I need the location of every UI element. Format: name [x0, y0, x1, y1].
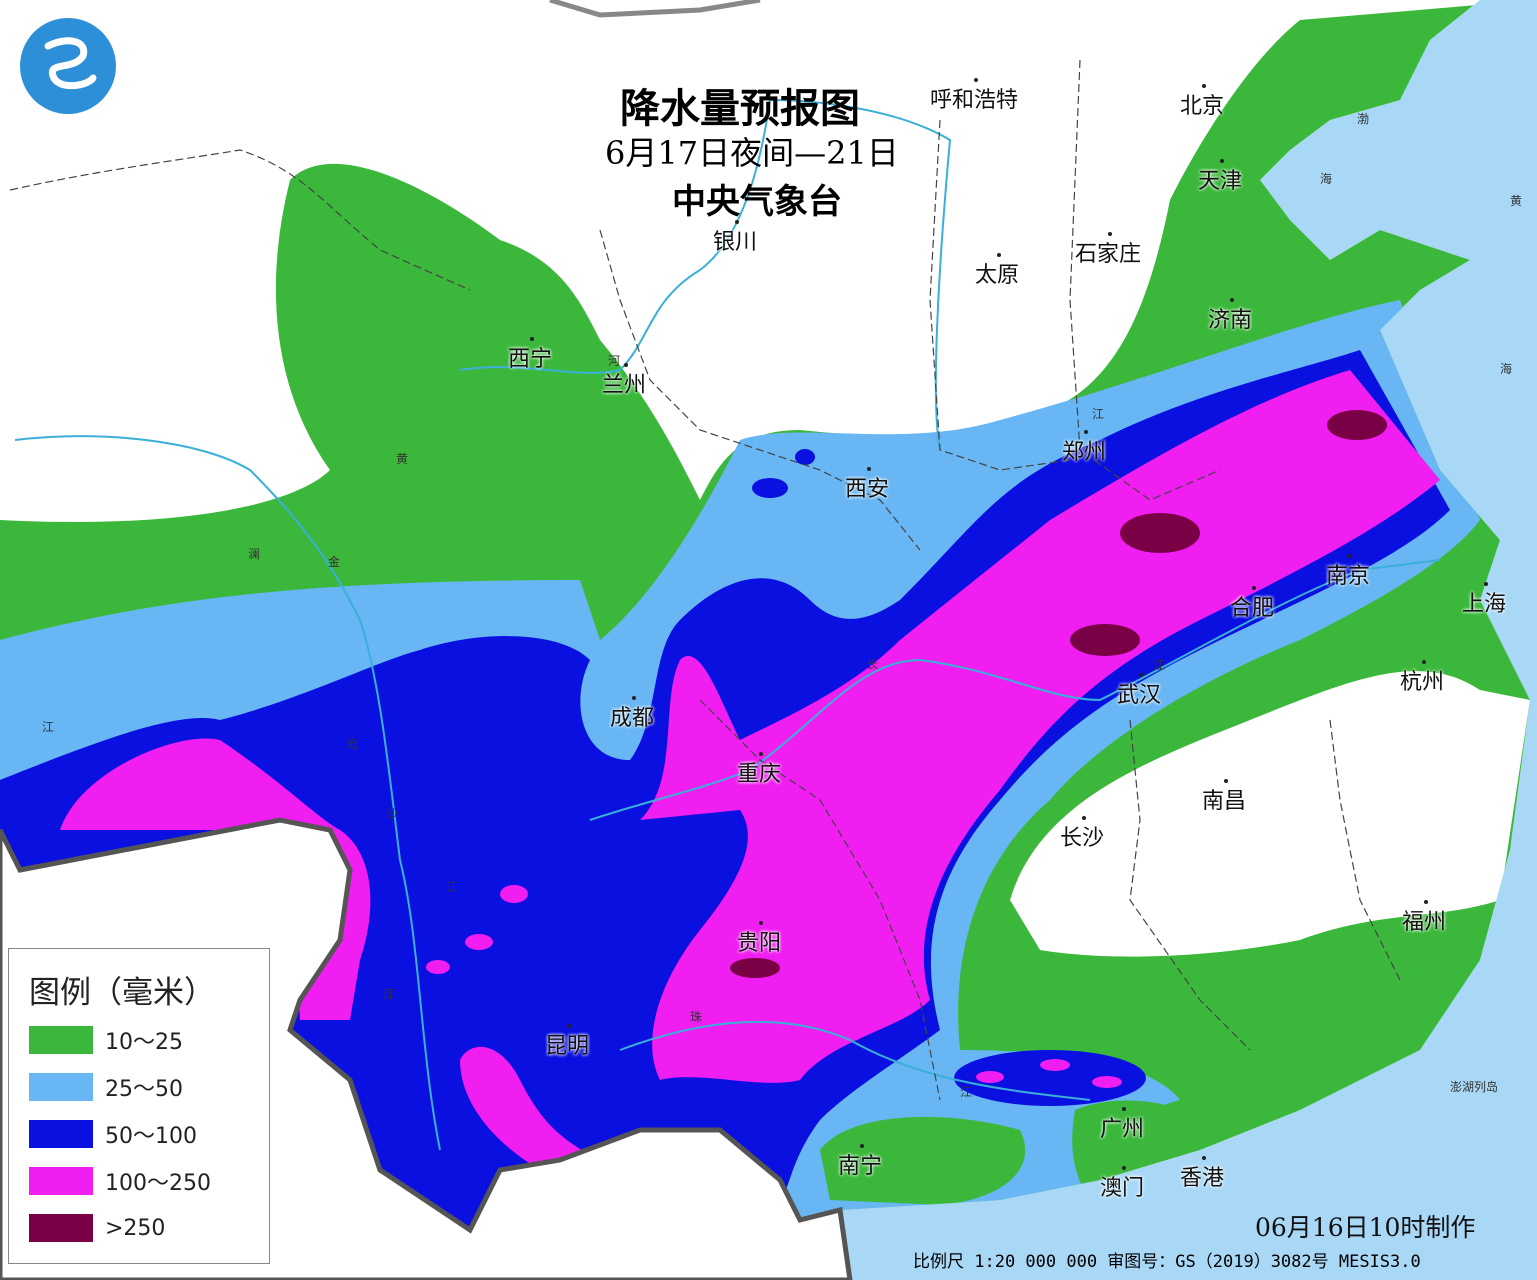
- rain-zone-50-100-shaanxi: [752, 478, 788, 498]
- city-label: 西宁: [508, 337, 552, 373]
- rain-zone-over-250: [1070, 624, 1140, 656]
- legend-swatch: [29, 1026, 93, 1054]
- city-label: 北京: [1180, 84, 1224, 120]
- map-subtitle: 6月17日夜间—21日: [605, 134, 899, 172]
- city-label: 福州: [1402, 900, 1446, 936]
- legend: 图例（毫米） 10～25 25～50 50～100 100～250 >250: [8, 948, 270, 1264]
- water-label: 金: [328, 555, 341, 569]
- legend-label: >250: [105, 1215, 166, 1241]
- city-label: 上海: [1462, 582, 1506, 618]
- city-label: 南昌: [1202, 779, 1246, 815]
- water-label: 海: [1320, 172, 1333, 186]
- rain-zone-100-250-dot: [426, 960, 450, 974]
- legend-title: 图例（毫米）: [29, 975, 215, 1011]
- water-label: 江: [960, 1085, 973, 1099]
- legend-item: >250: [29, 1212, 269, 1244]
- water-label: 沙: [386, 807, 399, 821]
- water-label: 江: [1092, 407, 1105, 421]
- city-label: 广州: [1100, 1107, 1144, 1143]
- rain-zone-100-250-west: [60, 738, 371, 1020]
- city-label: 香港: [1180, 1156, 1224, 1192]
- city-label: 南京: [1326, 554, 1370, 590]
- rain-zone-100-250-dot: [1092, 1076, 1122, 1088]
- legend-item: 25～50: [29, 1071, 269, 1103]
- rain-zone-over-250: [730, 958, 780, 978]
- city-label: 合肥: [1230, 586, 1274, 622]
- cma-logo: [20, 18, 116, 114]
- rain-zone-100-250-yunnan: [460, 1046, 600, 1170]
- map-title: 降水量预报图: [620, 85, 860, 132]
- water-label: 黄: [1510, 194, 1523, 208]
- legend-item: 10～25: [29, 1024, 269, 1056]
- city-label: 郑州: [1062, 430, 1106, 466]
- dry-zone-southeast: [1010, 671, 1530, 957]
- city-label: 太原: [975, 253, 1019, 289]
- city-label: 呼和浩特: [930, 78, 1018, 114]
- rain-zone-50-100-shaanxi: [795, 449, 815, 465]
- city-label: 银川: [713, 220, 757, 256]
- footer-scale-approval: 比例尺 1:20 000 000 审图号：GS（2019）3082号 MESIS…: [913, 1252, 1421, 1272]
- city-label: 南宁: [838, 1144, 882, 1180]
- legend-label: 25～50: [105, 1077, 183, 1102]
- rain-zone-over-250: [1120, 513, 1200, 553]
- northern-border: [549, 0, 761, 18]
- legend-swatch: [29, 1214, 93, 1242]
- water-label: 江: [42, 720, 55, 734]
- city-label: 济南: [1208, 298, 1252, 334]
- water-label: 江: [1153, 658, 1166, 672]
- rain-zone-50-100-guangdong: [954, 1050, 1146, 1106]
- water-label: 江: [383, 987, 396, 1001]
- water-label: 澎湖列岛: [1450, 1080, 1499, 1094]
- rain-zone-100-250-dot: [500, 885, 528, 903]
- city-label: 成都: [610, 696, 654, 732]
- city-label: 杭州: [1400, 660, 1444, 696]
- legend-swatch: [29, 1167, 93, 1195]
- water-label: 珠: [690, 1010, 703, 1024]
- city-label: 武汉: [1117, 673, 1161, 709]
- rivers: [14, 98, 1441, 1151]
- legend-label: 100～250: [105, 1171, 211, 1196]
- water-label: 江: [446, 880, 459, 894]
- legend-label: 10～25: [105, 1030, 183, 1055]
- organization: 中央气象台: [672, 182, 842, 222]
- legend-item: 50～100: [29, 1118, 269, 1150]
- rain-zone-10-25-guangxi: [820, 1116, 1026, 1205]
- city-label: 昆明: [545, 1024, 589, 1060]
- water-label: 长: [866, 657, 879, 671]
- issued-time: 06月16日10时制作: [1255, 1213, 1476, 1242]
- city-label: 天津: [1198, 159, 1242, 195]
- rain-zone-10-25-guangdong: [1072, 1100, 1180, 1200]
- city-label: 石家庄: [1075, 232, 1141, 268]
- legend-item: 100～250: [29, 1165, 269, 1197]
- rain-zone-100-250-dot: [465, 934, 493, 950]
- legend-label: 50～100: [105, 1124, 197, 1149]
- city-label: 重庆: [737, 752, 781, 788]
- rain-zone-100-250: [640, 370, 1440, 1083]
- water-label: 渤: [1357, 112, 1370, 126]
- water-label: 黄: [396, 452, 409, 466]
- city-label: 长沙: [1060, 816, 1104, 852]
- water-label: 沧: [346, 737, 359, 751]
- rain-zone-over-250: [1327, 410, 1387, 440]
- water-label: 河: [608, 354, 621, 368]
- legend-swatch: [29, 1120, 93, 1148]
- water-label: 海: [1500, 362, 1513, 376]
- legend-swatch: [29, 1073, 93, 1101]
- water-label: 澜: [248, 547, 261, 561]
- city-label: 澳门: [1100, 1166, 1144, 1202]
- rain-zone-100-250-dot: [1040, 1059, 1070, 1071]
- city-label: 兰州: [602, 363, 646, 399]
- city-label: 贵阳: [737, 921, 781, 957]
- rain-zone-100-250-dot: [976, 1071, 1004, 1083]
- province-borders: [9, 59, 1401, 1101]
- city-label: 西安: [845, 467, 889, 503]
